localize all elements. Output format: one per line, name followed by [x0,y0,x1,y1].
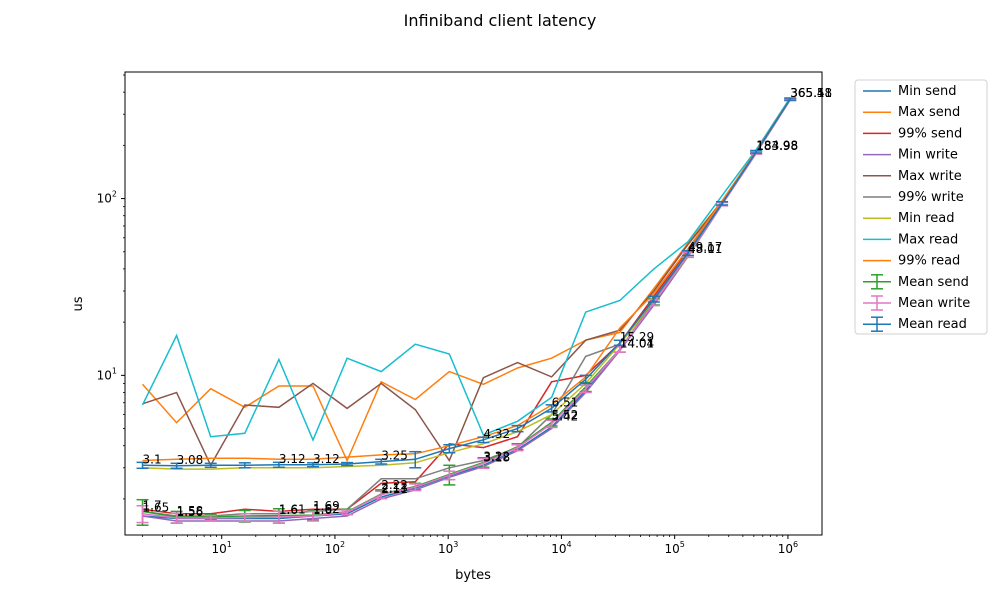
series-layer [136,97,797,526]
legend-label: Max send [898,105,960,120]
data-label: 5.52 [552,408,579,422]
legend-entry-min-write: Min write [863,148,958,163]
data-label: 365.41 [790,86,832,100]
x-tick-label: 103 [438,540,458,556]
data-label: 1.7 [143,498,162,512]
series-line-99pct-write [142,98,791,517]
y-tick-label: 101 [97,366,117,382]
x-tick-label: 106 [778,540,798,556]
legend-label: Mean read [898,317,967,332]
data-label: 2.13 [381,481,408,495]
legend-entry-max-read: Max read [863,232,958,247]
data-label: 49.17 [688,240,722,254]
plot-frame [124,71,823,536]
data-label: 3.12 [279,452,306,466]
chart-title: Infiniband client latency [404,11,597,30]
series-line-mean-send [142,98,791,518]
data-label: 3.1 [143,452,162,466]
legend-entry-min-read: Min read [863,211,954,226]
annotation-layer: 3.1 3.08 3.12 3.12 3.25 4.32 3.223.18 6.515.525… [143,86,833,519]
data-label: 5.42 [552,409,579,423]
data-label: 2.22 [381,478,408,492]
legend-entry-min-send: Min send [863,84,956,99]
legend-label: Mean send [898,275,969,290]
x-axis: 101 102 103 104 105 106 [142,535,798,556]
data-label: 3.18 [483,450,510,464]
data-label: 15.29 [620,330,654,344]
data-label: 3.25 [381,449,408,463]
legend-entry-99pct-send: 99% send [863,126,962,141]
legend-entry-mean-send: Mean send [863,274,969,290]
data-label: 1.62 [313,502,340,516]
legend-label: Min send [898,84,956,99]
legend-label: Min write [898,148,958,163]
legend-label: Max write [898,169,962,184]
x-tick-label: 102 [325,540,345,556]
legend-label: Min read [898,211,954,226]
x-axis-label: bytes [455,568,491,583]
data-label: 1.6 [279,503,298,517]
legend-entry-mean-read: Mean read [863,316,967,332]
data-label: 183.98 [756,139,798,153]
legend-entry-max-write: Max write [863,169,962,184]
y-tick-label: 102 [97,190,117,206]
legend-entry-99pct-read: 99% read [863,254,960,269]
data-label: 3.22 [483,449,510,463]
data-label: 1.69 [313,499,340,513]
data-label: 14.04 [620,336,654,350]
y-axis-label: us [71,296,86,311]
data-label: 1.58 [177,504,204,518]
series-line-99pct-send [142,98,791,515]
legend-entry-99pct-write: 99% write [863,190,964,205]
data-label: 184.98 [756,138,798,152]
legend-label: Max read [898,232,958,247]
data-label: 3.08 [177,453,204,467]
series-line-mean-read [142,98,791,467]
x-tick-label: 105 [664,540,684,556]
legend-entry-max-send: Max send [863,105,960,120]
legend-label: 99% write [898,190,964,205]
data-label: 14.01 [620,337,654,351]
x-tick-label: 101 [212,540,232,556]
data-label: 4.32 [483,427,510,441]
x-tick-label: 104 [551,540,571,556]
data-label: 365.1 [790,86,824,100]
data-label: 183.9 [756,139,790,153]
legend-frame [854,79,988,335]
data-label: 1.65 [143,501,170,515]
data-label: 365.58 [790,86,832,100]
legend-label: 99% send [898,126,962,141]
series-line-max-read [141,97,791,443]
data-label: 2.11 [381,482,408,496]
legend-entry-mean-write: Mean write [863,295,970,311]
series-line-max-send [141,97,791,463]
data-label: 48.01 [688,242,722,256]
series-line-mean-write [142,99,791,519]
data-label: 1.61 [279,503,306,517]
series-line-99pct-read [142,98,791,462]
legend-label: Mean write [898,296,970,311]
series-line-max-write [142,98,791,467]
series-line-min-send [142,98,791,520]
data-label: 1.56 [177,505,204,519]
legend-label: 99% read [898,254,960,269]
legend: Min send Max send 99% send Min write Max wri… [854,79,988,335]
data-label: 48.1 [688,242,715,256]
y-axis: 101 102 [97,74,125,500]
data-label: 6.51 [552,395,579,409]
data-label: 3.12 [313,452,340,466]
data-label: 1.6 [313,503,332,517]
